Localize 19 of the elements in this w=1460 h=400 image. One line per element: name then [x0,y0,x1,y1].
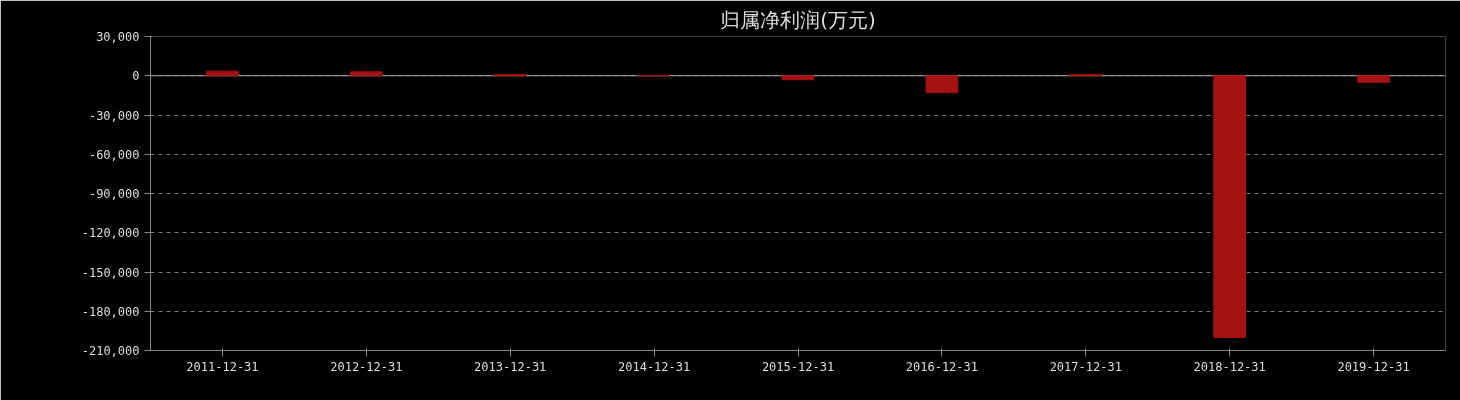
y-tick-label: -90,000 [88,187,140,201]
x-tick-label: 2013-12-31 [474,359,547,374]
y-tick-label: -150,000 [81,265,140,280]
x-tick-label: 2019-12-31 [1337,359,1410,374]
y-tick-label: 0 [132,69,140,84]
x-tick-label: 2011-12-31 [186,359,259,374]
x-tick-label: 2017-12-31 [1049,359,1122,374]
x-tick-label: 2018-12-31 [1193,359,1266,374]
y-tick-label: -60,000 [88,147,140,162]
x-tick-label: 2015-12-31 [761,359,835,374]
chart-title: 归属净利润(万元) [720,7,876,32]
y-tick-label: -30,000 [88,108,140,123]
y-tick-label: -210,000 [81,344,140,358]
y-tick-label: 30,000 [96,30,140,44]
x-tick-label: 2016-12-31 [905,359,979,374]
x-tick-label: 2012-12-31 [330,359,403,374]
x-tick-label: 2014-12-31 [617,359,691,374]
y-tick-label: -180,000 [81,304,140,319]
y-tick-label: -120,000 [81,226,140,241]
